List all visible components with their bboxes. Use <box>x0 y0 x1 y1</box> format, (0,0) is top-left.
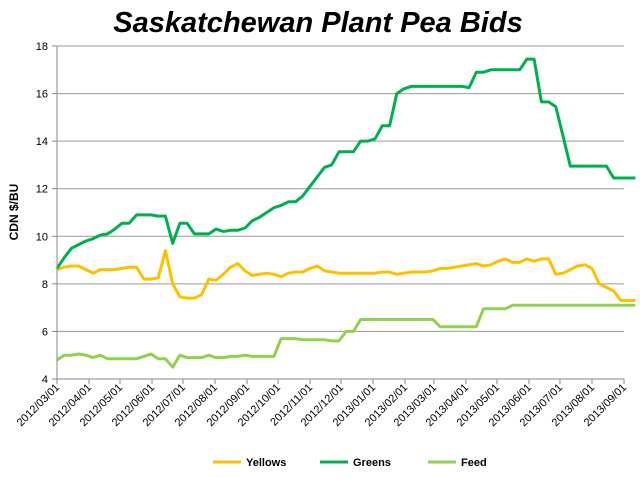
x-axis-ticks: 2012/03/012012/04/012012/05/012012/06/01… <box>15 379 629 429</box>
legend-label-greens: Greens <box>353 457 391 469</box>
y-tick-label: 12 <box>36 184 48 196</box>
y-tick-label: 16 <box>36 89 48 101</box>
series-line-feed <box>56 303 636 369</box>
series-line-greens <box>55 57 636 270</box>
series-lines <box>55 57 636 369</box>
y-axis-ticks: 4 6 8 10 12 14 16 18 <box>36 41 57 386</box>
y-tick-label: 6 <box>42 326 48 338</box>
legend: Yellows Greens Feed <box>213 457 487 469</box>
legend-label-feed: Feed <box>461 457 487 469</box>
gridlines <box>57 45 624 332</box>
legend-label-yellows: Yellows <box>246 457 286 469</box>
y-tick-label: 18 <box>36 41 48 53</box>
y-tick-label: 4 <box>42 374 48 386</box>
y-axis-label: CDN $/BU <box>7 184 21 241</box>
y-tick-label: 14 <box>36 136 48 148</box>
y-tick-label: 10 <box>36 231 48 243</box>
chart-title: Saskatchewan Plant Pea Bids <box>113 7 522 39</box>
y-tick-label: 8 <box>42 279 48 291</box>
series-line-yellows <box>56 249 636 302</box>
